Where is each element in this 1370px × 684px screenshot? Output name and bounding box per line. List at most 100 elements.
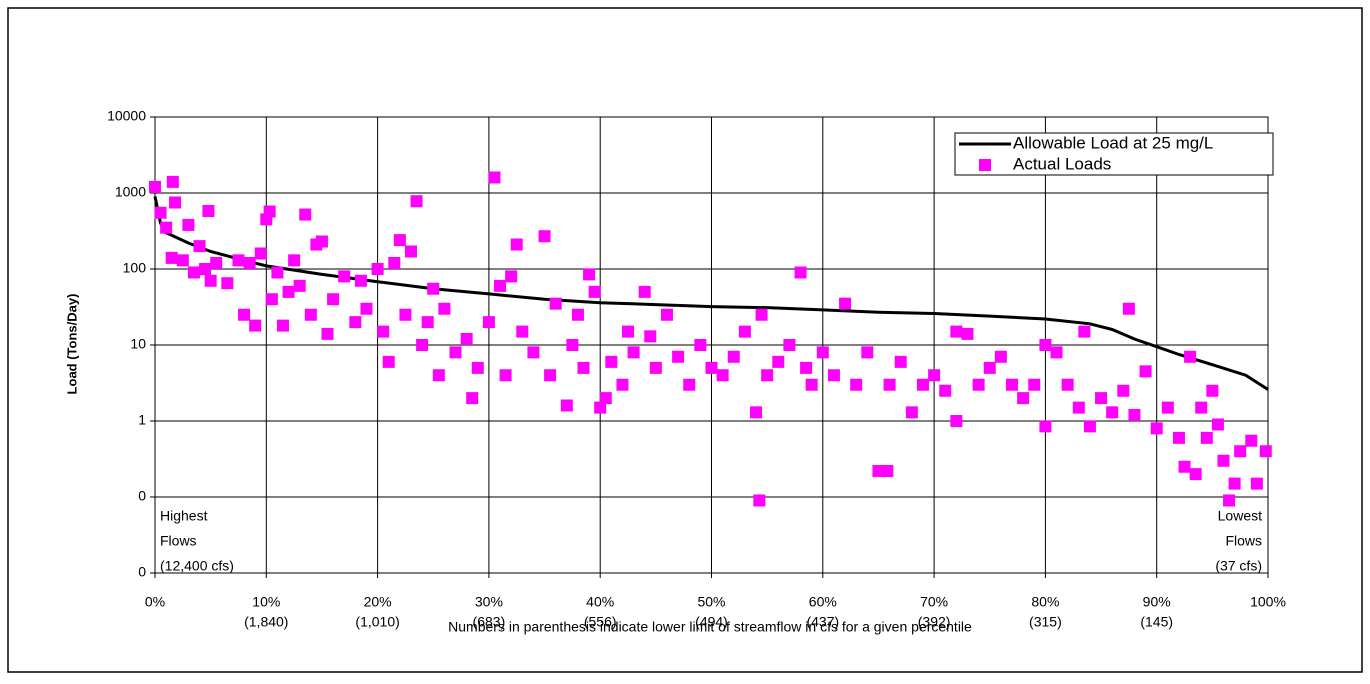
scatter-point xyxy=(204,274,217,287)
scatter-point xyxy=(382,355,395,368)
y-tick-label: 1 xyxy=(138,412,146,428)
scatter-point xyxy=(466,392,479,405)
scatter-point xyxy=(421,316,434,329)
scatter-point xyxy=(282,285,295,298)
scatter-point xyxy=(527,346,540,359)
scatter-point xyxy=(210,256,223,269)
x-tick-label: 90% xyxy=(1143,594,1171,610)
scatter-point xyxy=(1259,445,1272,458)
legend-box xyxy=(954,132,1274,176)
scatter-point xyxy=(571,308,584,321)
scatter-point xyxy=(883,378,896,391)
scatter-point xyxy=(187,266,200,279)
scatter-point xyxy=(994,350,1007,363)
scatter-point xyxy=(1095,392,1108,405)
scatter-point xyxy=(800,361,813,374)
x-tick-sublabel: (1,010) xyxy=(355,614,399,630)
scatter-point xyxy=(416,339,429,351)
scatter-point xyxy=(377,325,390,338)
scatter-point xyxy=(166,175,179,188)
scatter-point xyxy=(1178,460,1191,473)
scatter-point xyxy=(727,350,740,363)
scatter-point xyxy=(1028,378,1041,391)
x-tick-label: 80% xyxy=(1031,594,1059,610)
x-tick-label: 70% xyxy=(920,594,948,610)
scatter-point xyxy=(349,316,362,329)
x-tick-sublabel: (683) xyxy=(473,614,506,630)
scatter-point xyxy=(338,270,351,283)
scatter-point xyxy=(1189,468,1202,481)
x-tick-label: 0% xyxy=(145,594,165,610)
scatter-point xyxy=(594,401,607,414)
scatter-point xyxy=(566,339,579,351)
scatter-point xyxy=(583,268,596,281)
x-tick-label: 40% xyxy=(586,594,614,610)
scatter-point xyxy=(827,369,840,382)
scatter-point xyxy=(783,339,796,351)
scatter-point xyxy=(149,180,161,193)
scatter-point xyxy=(549,297,562,310)
scatter-point xyxy=(622,325,635,338)
y-tick-label: 10 xyxy=(130,336,146,352)
y-tick-label: 10000 xyxy=(107,108,146,124)
scatter-point xyxy=(816,346,829,359)
scatter-point xyxy=(1211,418,1224,431)
x-axis-label: Numbers in parenthesis indicate lower li… xyxy=(448,619,972,635)
scatter-point xyxy=(221,277,234,290)
scatter-point xyxy=(160,221,173,234)
scatter-point xyxy=(494,279,507,292)
x-tick-sublabel: (315) xyxy=(1029,614,1062,630)
scatter-point xyxy=(660,308,673,321)
scatter-point xyxy=(1206,384,1219,397)
y-tick-label: 0 xyxy=(138,488,146,504)
scatter-point xyxy=(193,240,206,253)
scatter-point xyxy=(265,293,278,306)
x-tick-sublabel: (145) xyxy=(1140,614,1173,630)
scatter-point xyxy=(315,235,328,248)
scatter-point xyxy=(393,234,406,247)
scatter-point xyxy=(304,308,317,321)
scatter-point xyxy=(1128,408,1141,421)
scatter-point xyxy=(1122,302,1135,315)
scatter-point xyxy=(649,361,662,374)
x-tick-label: 50% xyxy=(697,594,725,610)
scatter-point xyxy=(1039,339,1052,351)
x-tick-sublabel: (437) xyxy=(806,614,839,630)
scatter-point xyxy=(950,415,963,427)
legend-label: Allowable Load at 25 mg/L xyxy=(1013,133,1213,152)
scatter-point xyxy=(672,350,685,363)
scatter-point xyxy=(1078,325,1091,338)
scatter-point xyxy=(916,378,929,391)
scatter-point xyxy=(1234,445,1247,458)
scatter-point xyxy=(169,196,182,209)
scatter-point xyxy=(1072,401,1085,414)
y-tick-label: 1000 xyxy=(115,184,146,200)
annotation: Flows xyxy=(160,533,197,549)
scatter-point xyxy=(460,332,473,345)
annotation: Lowest xyxy=(1218,508,1262,524)
x-tick-sublabel: (494) xyxy=(695,614,728,630)
x-tick-label: 60% xyxy=(809,594,837,610)
scatter-point xyxy=(1139,365,1152,378)
scatter-point xyxy=(154,206,167,219)
scatter-point xyxy=(199,263,212,275)
y-axis-label: Load (Tons/Day) xyxy=(64,294,79,395)
scatter-point xyxy=(638,285,651,298)
scatter-point xyxy=(950,325,963,338)
scatter-point xyxy=(1195,401,1208,414)
annotation: Highest xyxy=(160,508,208,524)
scatter-point xyxy=(321,327,334,340)
scatter-point xyxy=(755,308,768,321)
scatter-point xyxy=(716,369,729,382)
scatter-point xyxy=(1083,420,1096,433)
scatter-point xyxy=(449,346,462,359)
scatter-point xyxy=(753,494,766,507)
scatter-point xyxy=(1184,350,1197,363)
x-tick-label: 30% xyxy=(475,594,503,610)
scatter-point xyxy=(750,406,763,419)
scatter-point xyxy=(505,270,518,283)
scatter-point xyxy=(839,297,852,310)
scatter-point xyxy=(1223,494,1236,507)
scatter-point xyxy=(1150,422,1163,435)
